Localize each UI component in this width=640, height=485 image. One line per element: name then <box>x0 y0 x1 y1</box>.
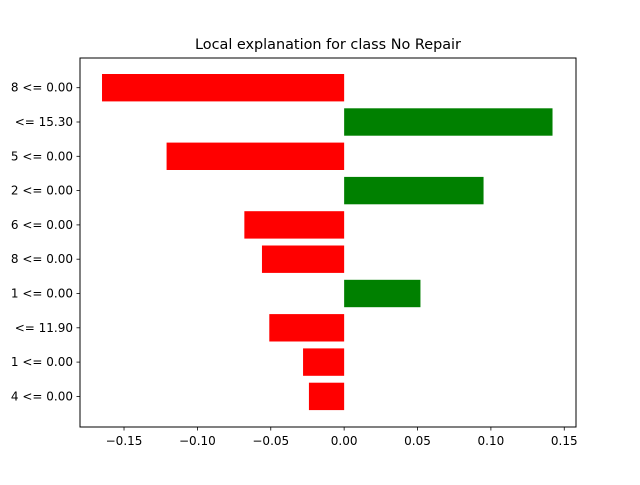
plot-frame <box>79 57 577 428</box>
x-tick-label-2: −0.05 <box>252 434 289 448</box>
x-tick-label-3: 0.00 <box>331 434 358 448</box>
y-tick-label-8: 1 <= 0.00 <box>11 355 73 369</box>
bar-9 <box>308 382 345 411</box>
bar-0 <box>102 74 345 102</box>
bar-4 <box>244 211 345 239</box>
x-tick-label-0: −0.15 <box>106 434 143 448</box>
y-tick-label-9: 4 <= 0.00 <box>11 389 73 403</box>
bar-5 <box>261 245 345 273</box>
x-tick-label-4: 0.05 <box>404 434 431 448</box>
bar-7 <box>269 314 345 342</box>
y-tick-label-0: 8 <= 0.00 <box>11 81 73 95</box>
x-axis-ticks: −0.15 −0.10 −0.05 0.00 0.05 0.10 0.15 <box>106 427 578 448</box>
bar-6 <box>344 279 421 308</box>
x-tick-label-6: 0.15 <box>551 434 578 448</box>
bar-8 <box>303 348 345 376</box>
y-tick-label-1: <= 15.30 <box>15 115 73 129</box>
x-tick-label-1: −0.10 <box>179 434 216 448</box>
y-axis-ticks: 8 <= 0.00 <= 15.30 5 <= 0.00 2 <= 0.00 6 <= … <box>11 81 80 403</box>
bar-2 <box>166 142 345 170</box>
y-tick-label-7: <= 11.90 <box>15 321 73 335</box>
y-tick-label-4: 6 <= 0.00 <box>11 218 73 232</box>
x-tick-label-5: 0.10 <box>478 434 505 448</box>
y-tick-label-6: 1 <= 0.00 <box>11 287 73 301</box>
y-tick-label-2: 5 <= 0.00 <box>11 149 73 163</box>
y-tick-label-5: 8 <= 0.00 <box>11 252 73 266</box>
chart-title: Local explanation for class No Repair <box>195 37 461 53</box>
y-tick-label-3: 2 <= 0.00 <box>11 184 73 198</box>
bar-1 <box>344 108 553 136</box>
bar-3 <box>344 176 484 205</box>
bars-group <box>102 74 553 411</box>
